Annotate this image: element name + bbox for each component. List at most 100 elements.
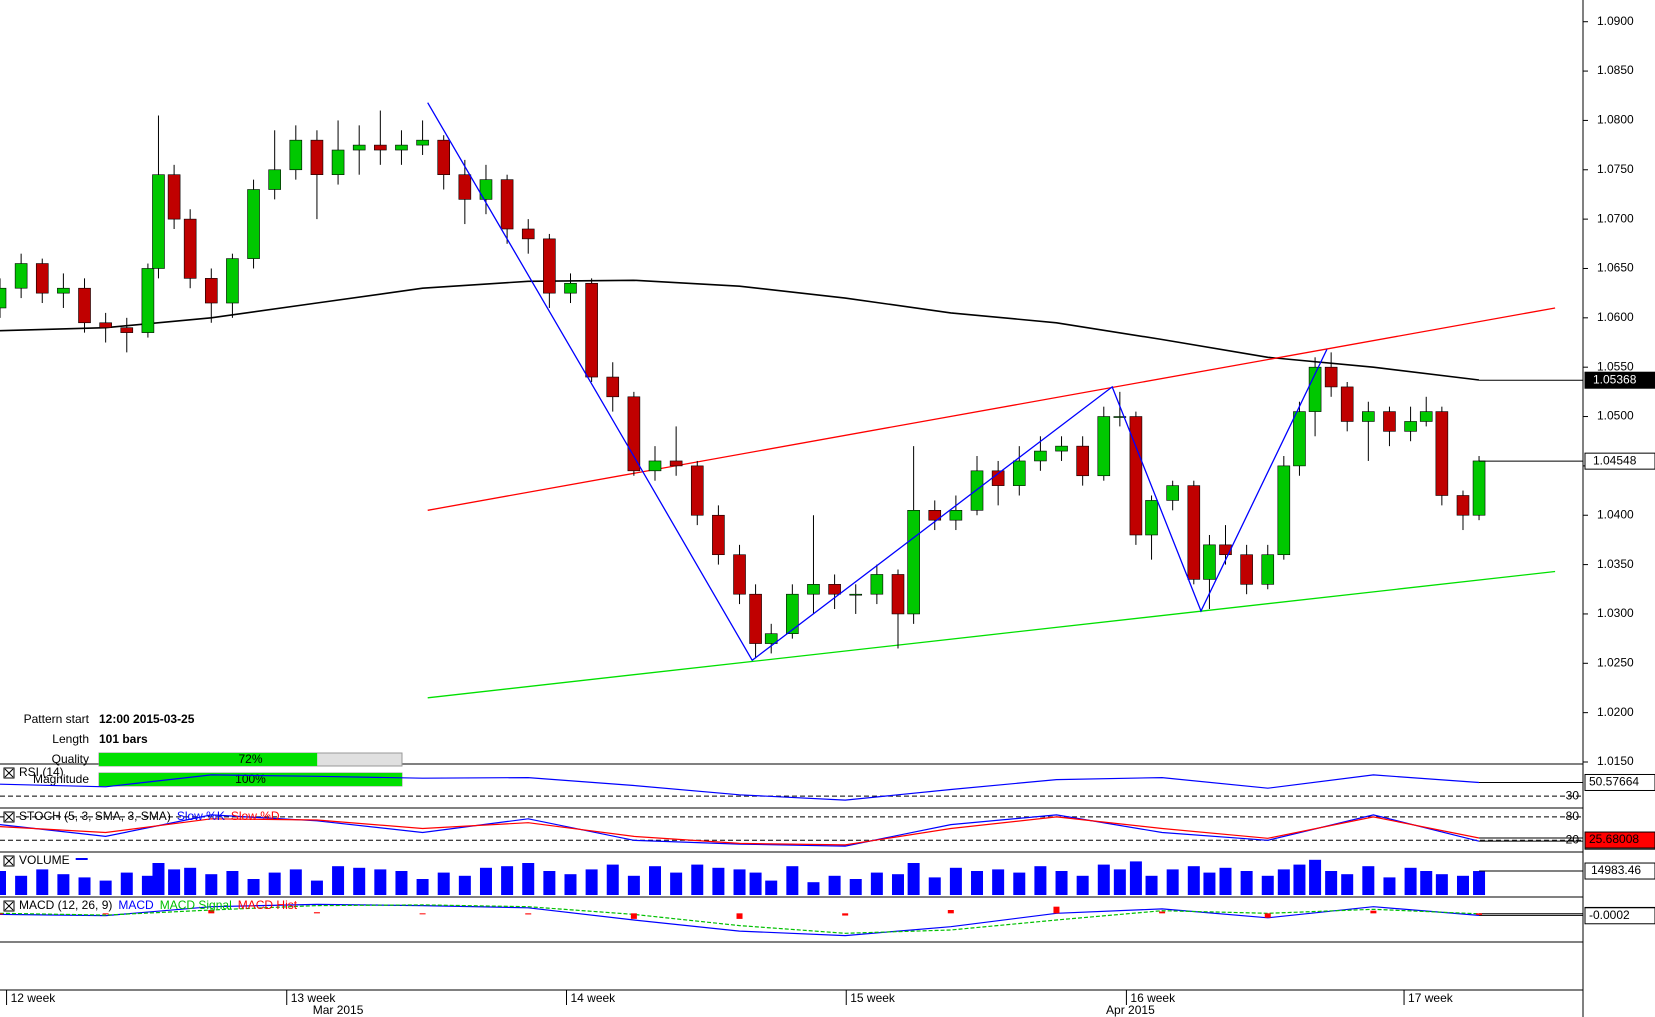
volume-bar xyxy=(99,880,112,895)
y-tick-label: 1.0150 xyxy=(1597,754,1634,768)
volume-bar xyxy=(1013,872,1026,895)
volume-bar xyxy=(807,882,820,895)
volume-bar xyxy=(971,871,984,895)
x-tick-label: 15 week xyxy=(850,991,896,1005)
candle-body xyxy=(99,322,112,328)
candle-body xyxy=(907,510,920,615)
volume-bar xyxy=(543,871,556,895)
y-tick-label: 1.0900 xyxy=(1597,14,1634,28)
candle-body xyxy=(1055,445,1068,452)
volume-bar xyxy=(1055,871,1068,895)
macd-hist xyxy=(102,913,109,915)
volume-bar xyxy=(1341,874,1354,895)
x-tick-label: 14 week xyxy=(570,991,616,1005)
y-tick-label: 1.0400 xyxy=(1597,507,1634,521)
level-label: 30 xyxy=(1566,788,1580,802)
candle-body xyxy=(167,174,181,220)
level-label: 20 xyxy=(1566,832,1580,846)
macd-hist xyxy=(1053,906,1060,914)
candle-body xyxy=(1340,386,1354,422)
candle-body xyxy=(606,376,620,398)
candle-body xyxy=(120,327,134,333)
macd-hist xyxy=(313,912,320,914)
volume-bar xyxy=(870,872,883,895)
candle-body xyxy=(310,139,324,176)
candle-body xyxy=(690,465,704,516)
candle-body xyxy=(247,189,260,259)
candle-body xyxy=(1419,411,1433,422)
candle-body xyxy=(352,144,366,151)
x-tick-label: 12 week xyxy=(11,991,57,1005)
volume-bar xyxy=(1076,875,1089,895)
volume-bar xyxy=(564,874,577,895)
volume-bar xyxy=(522,863,535,895)
value-box xyxy=(1584,831,1655,849)
volume-bar xyxy=(1293,864,1306,895)
info-label: Pattern start xyxy=(24,712,90,726)
macd-hist xyxy=(208,910,215,914)
volume-bar xyxy=(1309,859,1322,895)
candle-body xyxy=(14,263,28,289)
candle-body xyxy=(521,228,535,240)
macd-hist xyxy=(1264,913,1271,918)
candle-body xyxy=(1308,366,1322,412)
volume-bar xyxy=(1473,871,1486,895)
y-tick-label: 1.0700 xyxy=(1597,211,1634,225)
volume-bar xyxy=(1145,875,1158,895)
upper-trend-line xyxy=(427,307,1556,511)
candle-body xyxy=(849,593,863,596)
volume-bar xyxy=(332,866,345,895)
volume-bar xyxy=(786,866,799,895)
candle-body xyxy=(1097,416,1111,477)
value-label: 25.68008 xyxy=(1589,832,1639,846)
legend-entry: MACD Hist xyxy=(238,898,298,912)
candle-body xyxy=(1456,495,1470,516)
month-label: Mar 2015 xyxy=(313,1003,364,1017)
gauge-fill xyxy=(99,753,318,766)
volume-bar xyxy=(849,879,862,895)
y-tick-label: 1.0600 xyxy=(1597,310,1634,324)
volume-bar xyxy=(353,867,366,895)
volume-bar xyxy=(828,875,841,895)
month-label: Apr 2015 xyxy=(1106,1003,1155,1017)
value-label: -0.0002 xyxy=(1589,908,1630,922)
candle-body xyxy=(500,179,514,230)
volume-bar xyxy=(733,869,746,895)
macd-hist xyxy=(630,913,637,919)
candle-body xyxy=(627,396,641,472)
candle-body xyxy=(733,554,746,595)
candle-body xyxy=(1324,366,1338,388)
candle-body xyxy=(949,510,963,521)
y-tick-label: 1.0850 xyxy=(1597,63,1634,77)
y-tick-label: 1.0300 xyxy=(1597,606,1634,620)
legend-entry: Slow %D xyxy=(231,809,280,823)
checkbox-x xyxy=(4,768,14,778)
candle-body xyxy=(268,169,281,190)
volume-bar xyxy=(649,866,662,895)
x-tick-label: 16 week xyxy=(1130,991,1176,1005)
y-tick-label: 1.0650 xyxy=(1597,261,1634,275)
macd-hist xyxy=(525,913,532,915)
volume-bar xyxy=(1325,871,1338,895)
candle-body xyxy=(1277,465,1291,556)
value-box xyxy=(1584,862,1655,880)
volume-bar xyxy=(247,879,260,895)
info-value: 101 bars xyxy=(99,732,148,746)
macd-hist xyxy=(0,913,3,915)
price-label: 1.05368 xyxy=(1593,372,1637,386)
volume-bar xyxy=(501,866,514,895)
candle-body xyxy=(1076,445,1089,477)
volume-bar xyxy=(891,874,904,895)
volume-bar xyxy=(606,864,619,895)
macd-hist xyxy=(1476,913,1483,915)
volume-bar xyxy=(691,864,704,895)
volume-bar xyxy=(1383,877,1396,895)
volume-bar xyxy=(395,871,408,895)
candle-body xyxy=(35,263,49,294)
x-tick-label: 17 week xyxy=(1408,991,1454,1005)
candle-body xyxy=(1203,544,1216,580)
price-label: 1.04548 xyxy=(1593,453,1637,467)
candle-body xyxy=(1362,411,1375,422)
checkbox-x xyxy=(4,856,14,866)
